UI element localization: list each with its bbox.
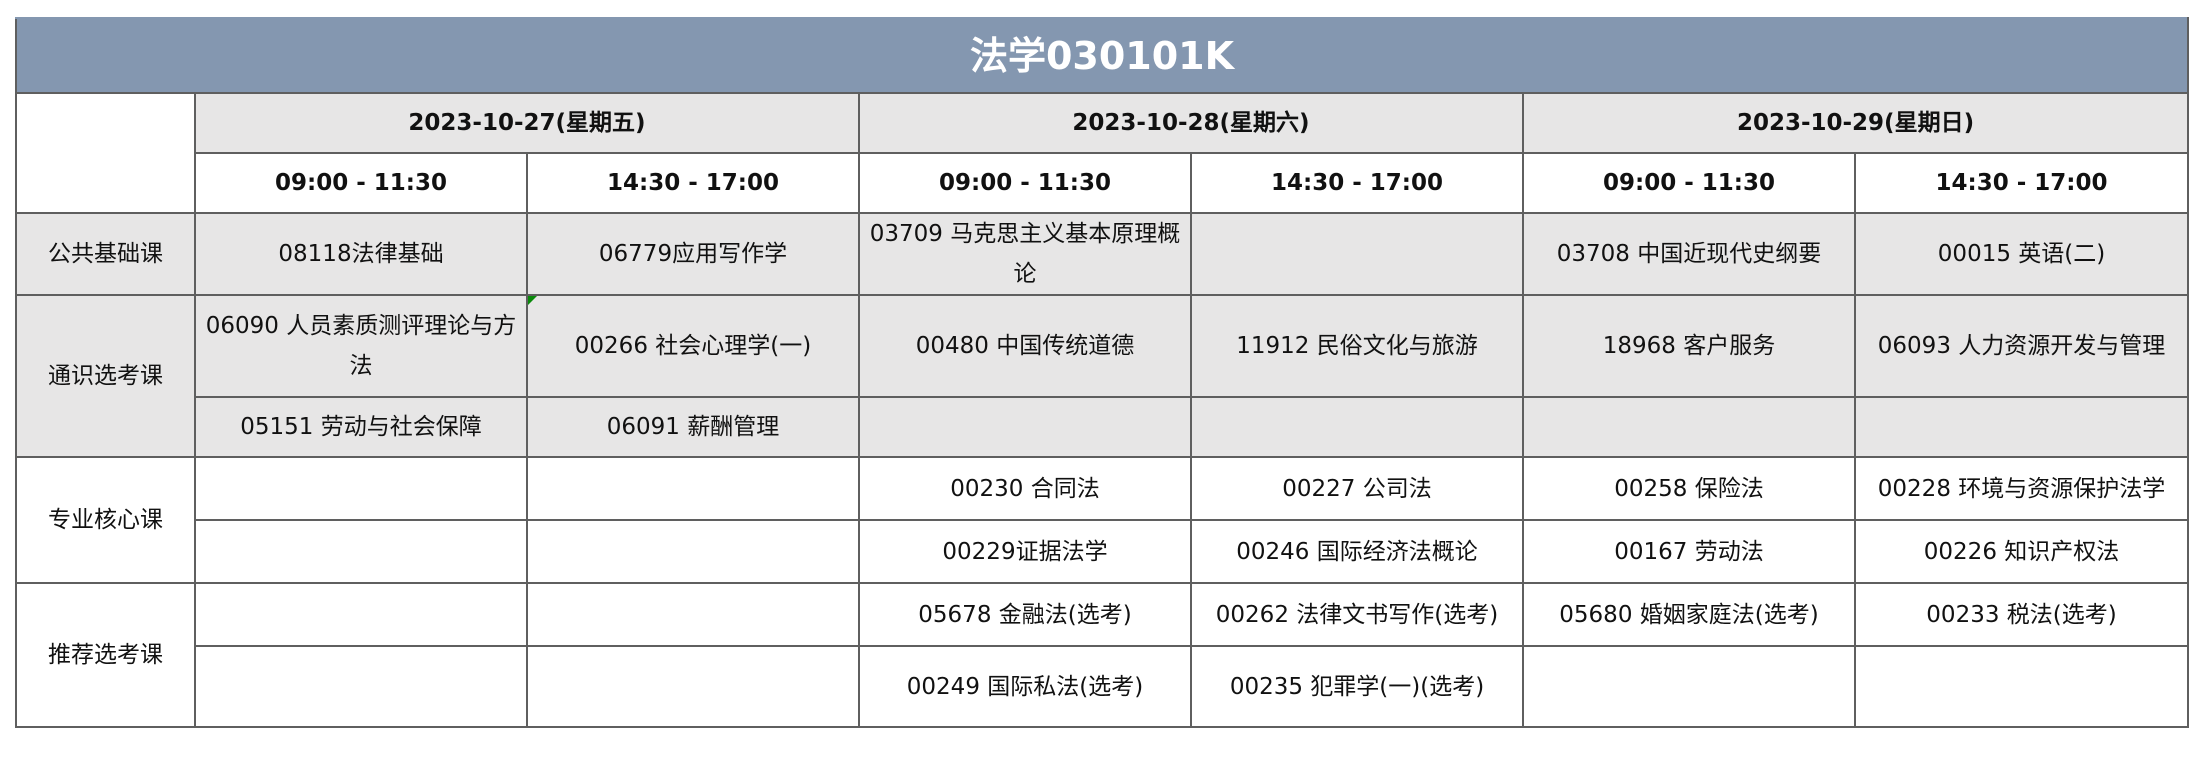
date-header: 2023-10-27(星期五)	[194, 92, 860, 154]
course-cell: 05680 婚姻家庭法(选考)	[1522, 582, 1856, 647]
course-cell: 00233 税法(选考)	[1853, 582, 2190, 647]
time-header: 14:30 - 17:00	[526, 152, 860, 214]
course-cell	[1853, 645, 2190, 728]
comment-indicator-icon[interactable]	[528, 296, 537, 305]
exam-schedule-table: 法学030101K 2023-10-27(星期五) 2023-10-28(星期六…	[14, 17, 2190, 728]
table-title: 法学030101K	[14, 17, 2190, 94]
course-cell	[194, 456, 528, 521]
category-label: 推荐选考课	[15, 582, 196, 728]
course-cell	[858, 396, 1192, 458]
course-cell: 05151 劳动与社会保障	[194, 396, 528, 458]
course-cell: 00167 劳动法	[1522, 519, 1856, 584]
time-header: 09:00 - 11:30	[194, 152, 528, 214]
corner-cell	[15, 92, 196, 214]
course-cell: 00246 国际经济法概论	[1190, 519, 1524, 584]
course-cell: 06091 薪酬管理	[526, 396, 860, 458]
course-cell: 00266 社会心理学(一)	[526, 294, 860, 398]
category-label: 公共基础课	[15, 212, 196, 296]
course-cell	[1190, 212, 1524, 296]
category-label: 专业核心课	[15, 456, 196, 584]
course-cell	[1522, 396, 1856, 458]
course-cell	[526, 582, 860, 647]
course-cell: 00262 法律文书写作(选考)	[1190, 582, 1524, 647]
course-cell: 00229证据法学	[858, 519, 1192, 584]
time-header: 09:00 - 11:30	[858, 152, 1192, 214]
time-header: 14:30 - 17:00	[1853, 152, 2190, 214]
course-cell	[526, 519, 860, 584]
course-cell: 00249 国际私法(选考)	[858, 645, 1192, 728]
course-cell: 00230 合同法	[858, 456, 1192, 521]
course-text: 00266 社会心理学(一)	[574, 333, 812, 359]
course-cell	[194, 519, 528, 584]
time-header: 09:00 - 11:30	[1522, 152, 1856, 214]
course-cell: 00235 犯罪学(一)(选考)	[1190, 645, 1524, 728]
course-cell: 00258 保险法	[1522, 456, 1856, 521]
course-cell: 06093 人力资源开发与管理	[1853, 294, 2190, 398]
course-cell	[1190, 396, 1524, 458]
time-header: 14:30 - 17:00	[1190, 152, 1524, 214]
course-cell	[194, 645, 528, 728]
course-cell: 05678 金融法(选考)	[858, 582, 1192, 647]
course-cell: 08118法律基础	[194, 212, 528, 296]
course-cell: 18968 客户服务	[1522, 294, 1856, 398]
course-cell	[526, 645, 860, 728]
date-header: 2023-10-28(星期六)	[858, 92, 1524, 154]
course-cell: 11912 民俗文化与旅游	[1190, 294, 1524, 398]
date-header: 2023-10-29(星期日)	[1521, 92, 2190, 154]
course-cell: 00226 知识产权法	[1853, 519, 2190, 584]
category-label: 通识选考课	[15, 294, 196, 458]
course-cell: 00228 环境与资源保护法学	[1853, 456, 2190, 521]
course-cell	[526, 456, 860, 521]
course-cell	[1853, 396, 2190, 458]
course-cell: 00480 中国传统道德	[858, 294, 1192, 398]
course-cell: 03709 马克思主义基本原理概论	[858, 212, 1192, 296]
course-cell: 03708 中国近现代史纲要	[1522, 212, 1856, 296]
course-cell: 00227 公司法	[1190, 456, 1524, 521]
course-cell	[194, 582, 528, 647]
course-cell	[1522, 645, 1856, 728]
course-cell: 06779应用写作学	[526, 212, 860, 296]
course-cell: 00015 英语(二)	[1853, 212, 2190, 296]
course-cell: 06090 人员素质测评理论与方法	[194, 294, 528, 398]
